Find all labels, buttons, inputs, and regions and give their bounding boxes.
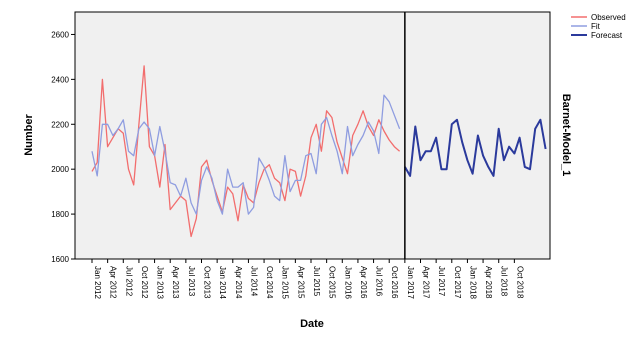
x-tick-label: Jan 2014 <box>218 266 227 299</box>
y-tick-label: 2400 <box>51 75 69 84</box>
x-tick-label: Apr 2017 <box>422 266 431 299</box>
y-tick-label: 1800 <box>51 210 69 219</box>
x-tick-label: Oct 2016 <box>390 266 399 299</box>
legend-label-forecast: Forecast <box>591 31 623 40</box>
y-tick-label: 2000 <box>51 165 69 174</box>
x-tick-label: Apr 2016 <box>359 266 368 299</box>
x-tick-label: Jan 2013 <box>156 266 165 299</box>
x-tick-label: Jul 2014 <box>249 266 258 297</box>
x-tick-label: Oct 2014 <box>265 266 274 299</box>
panel-label: Barnet-Model_1 <box>560 94 572 177</box>
legend-label-fit: Fit <box>591 22 601 31</box>
x-tick-label: Oct 2017 <box>453 266 462 299</box>
x-tick-label: Jul 2013 <box>187 266 196 297</box>
x-tick-label: Oct 2012 <box>140 266 149 299</box>
x-tick-label: Apr 2013 <box>171 266 180 299</box>
series-line-observed <box>91 65 401 238</box>
x-tick-label: Jan 2016 <box>343 266 352 299</box>
x-tick-label: Jul 2015 <box>312 266 321 297</box>
x-tick-label: Apr 2018 <box>484 266 493 299</box>
y-tick-label: 2200 <box>51 120 69 129</box>
y-tick-label: 2600 <box>51 30 69 39</box>
x-tick-label: Jan 2018 <box>468 266 477 299</box>
x-tick-label: Oct 2015 <box>328 266 337 299</box>
y-tick-label: 1600 <box>51 255 69 264</box>
series-line-forecast <box>404 118 547 177</box>
x-tick-label: Oct 2018 <box>515 266 524 299</box>
x-tick-label: Jul 2018 <box>500 266 509 297</box>
x-tick-label: Jul 2012 <box>124 266 133 297</box>
x-tick-label: Jan 2015 <box>281 266 290 299</box>
axes-layer: 1600 1800 2000 2200 2400 2600 Jan 2012 Apr 2012… <box>51 30 524 299</box>
x-tick-label: Oct 2013 <box>203 266 212 299</box>
x-tick-label: Jan 2017 <box>406 266 415 299</box>
series-line-fit <box>91 94 401 215</box>
x-tick-label: Apr 2014 <box>234 266 243 299</box>
x-tick-label: Jan 2012 <box>93 266 102 299</box>
x-tick-label: Apr 2012 <box>109 266 118 299</box>
x-axis-title: Date <box>300 318 324 330</box>
x-tick-label: Jul 2016 <box>375 266 384 297</box>
x-tick-label: Jul 2017 <box>437 266 446 297</box>
y-axis-title: Number <box>23 114 35 156</box>
legend-label-observed: Observed <box>591 13 626 22</box>
x-tick-label: Apr 2015 <box>296 266 305 299</box>
series-layer <box>91 65 547 238</box>
